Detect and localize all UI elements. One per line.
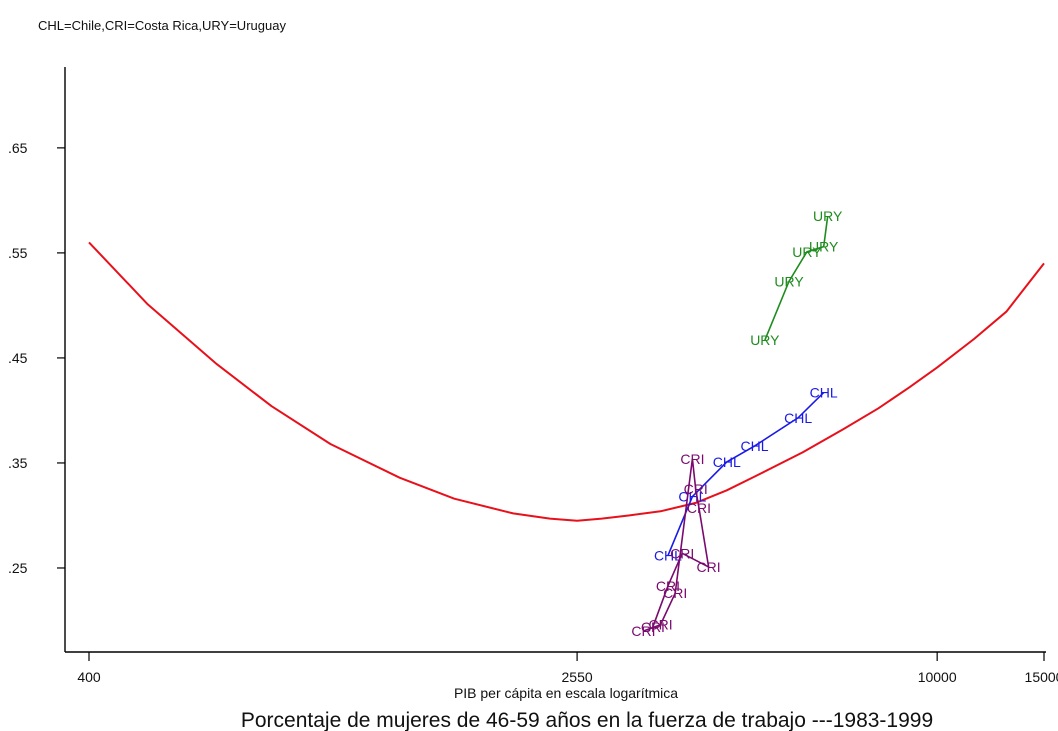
point-label-cri: CRI [656, 578, 680, 594]
point-label-chl: CHL [810, 385, 838, 401]
point-label-cri: CRI [648, 617, 672, 633]
point-label-cri: CRI [670, 545, 694, 561]
point-label-chl: CHL [741, 438, 769, 454]
x-tick-label: 400 [77, 669, 101, 685]
y-tick-label: .45 [8, 350, 28, 366]
x-tick-label: 15000 [1025, 669, 1058, 685]
y-tick-label: .35 [8, 455, 28, 471]
series-line-chl [667, 392, 825, 556]
plot-area: .25.35.45.55.6540025501000015000CHLCHLCH… [8, 67, 1058, 685]
y-tick-label: .65 [8, 140, 28, 156]
point-label-cri: CRI [684, 481, 708, 497]
fit-curve [88, 241, 1045, 522]
point-label-cri: CRI [697, 559, 721, 575]
point-label-ury: URY [792, 244, 822, 260]
x-tick-label: 2550 [562, 669, 593, 685]
y-tick-label: .25 [8, 560, 28, 576]
point-label-ury: URY [750, 332, 780, 348]
point-label-cri: CRI [687, 500, 711, 516]
point-label-cri: CRI [680, 451, 704, 467]
series-line-cri [643, 458, 710, 632]
point-label-cri: CRI [641, 619, 665, 635]
point-label-chl: CHL [678, 489, 706, 505]
x-axis-label: PIB per cápita en escala logarítmica [454, 685, 678, 701]
point-label-chl: CHL [784, 410, 812, 426]
legend-note: CHL=Chile,CRI=Costa Rica,URY=Uruguay [38, 18, 286, 33]
point-label-chl: CHL [713, 454, 741, 470]
point-label-ury: URY [813, 208, 843, 224]
y-tick-label: .55 [8, 245, 28, 261]
chart-caption: Porcentaje de mujeres de 46-59 años en l… [241, 709, 933, 731]
point-label-ury: URY [774, 273, 804, 289]
point-label-ury: URY [809, 239, 839, 255]
point-label-cri: CRI [631, 623, 655, 639]
point-label-chl: CHL [654, 547, 682, 563]
x-tick-label: 10000 [918, 669, 957, 685]
point-label-cri: CRI [663, 585, 687, 601]
series-line-ury [764, 215, 829, 341]
